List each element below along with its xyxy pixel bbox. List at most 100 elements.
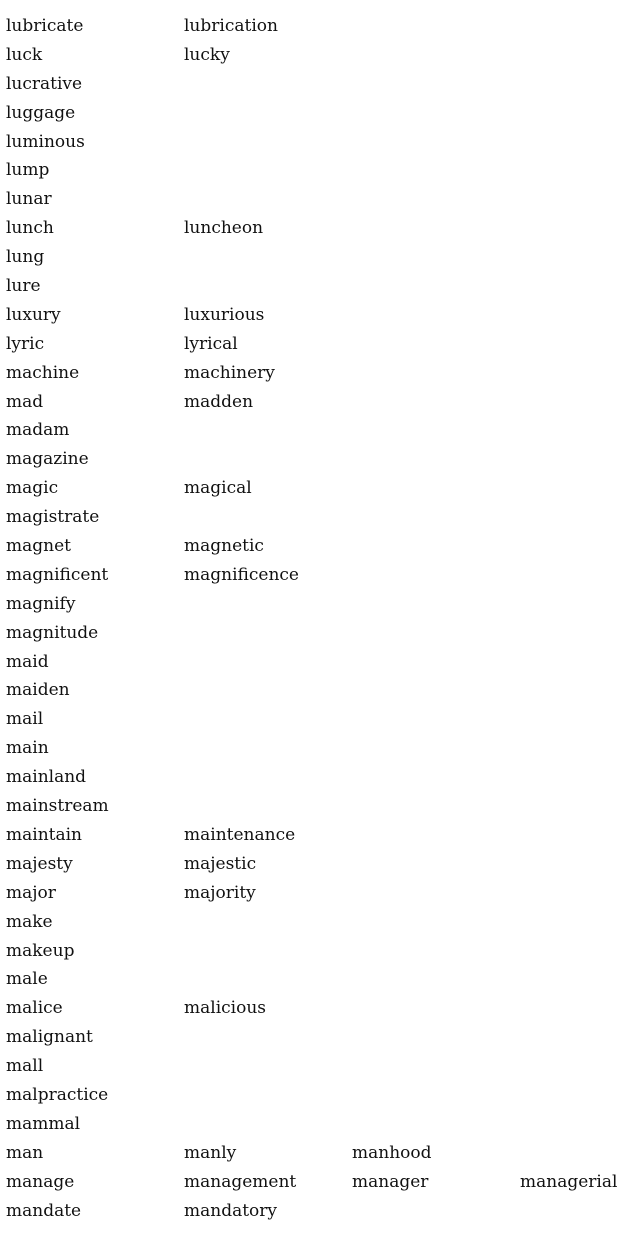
headword: make	[6, 911, 53, 932]
headword: magnificent	[6, 564, 109, 585]
derived-word: magical	[184, 478, 252, 499]
headword: mall	[6, 1056, 44, 1077]
derived-word: lyrical	[184, 333, 238, 354]
headword: magnitude	[6, 622, 99, 643]
headword: mad	[6, 391, 44, 412]
word-row: main	[6, 734, 630, 763]
headword: mammal	[6, 1113, 81, 1134]
headword: magnify	[6, 593, 76, 614]
word-row: makeup	[6, 937, 630, 966]
derived-word: manhood	[352, 1142, 432, 1163]
headword: makeup	[6, 940, 75, 961]
word-row: magic magical	[6, 474, 630, 503]
derived-word: magnetic	[184, 536, 264, 557]
headword: maintain	[6, 824, 82, 845]
word-row: man manly manhood	[6, 1139, 630, 1168]
word-row: mail	[6, 705, 630, 734]
word-row: lubricate lubrication	[6, 12, 630, 41]
word-row: lucrative	[6, 70, 630, 99]
derived-word: manly	[184, 1142, 237, 1163]
derived-word: malicious	[184, 998, 266, 1019]
headword: major	[6, 882, 56, 903]
derived-word: managerial	[520, 1171, 618, 1192]
word-row: luck lucky	[6, 41, 630, 70]
word-row: lunch luncheon	[6, 214, 630, 243]
headword: lure	[6, 276, 41, 297]
headword: mainland	[6, 767, 87, 788]
headword: manage	[6, 1171, 75, 1192]
word-row: mainstream	[6, 792, 630, 821]
headword: lucrative	[6, 73, 83, 94]
word-row: maid	[6, 648, 630, 677]
derived-word: majority	[184, 882, 256, 903]
word-row: madam	[6, 416, 630, 445]
derived-word: machinery	[184, 362, 275, 383]
word-row: malignant	[6, 1023, 630, 1052]
derived-word: lucky	[184, 44, 230, 65]
derived-word: luncheon	[184, 218, 264, 239]
headword: luxury	[6, 304, 61, 325]
word-row: luggage	[6, 99, 630, 128]
word-row: mall	[6, 1052, 630, 1081]
headword: magazine	[6, 449, 89, 470]
headword: mainstream	[6, 796, 109, 817]
word-row: manage management manager managerial	[6, 1168, 630, 1197]
word-row: lump	[6, 156, 630, 185]
word-row: lure	[6, 272, 630, 301]
headword: maid	[6, 651, 49, 672]
word-row: male	[6, 965, 630, 994]
headword: male	[6, 969, 48, 990]
word-row: magistrate	[6, 503, 630, 532]
headword: luminous	[6, 131, 85, 152]
word-row: luxury luxurious	[6, 301, 630, 330]
derived-word: luxurious	[184, 304, 265, 325]
headword: majesty	[6, 853, 73, 874]
headword: malpractice	[6, 1084, 109, 1105]
headword: lunch	[6, 218, 54, 239]
headword: magnet	[6, 536, 71, 557]
word-row: machine machinery	[6, 359, 630, 388]
word-row: magnificent magnificence	[6, 561, 630, 590]
headword: luck	[6, 44, 43, 65]
headword: malice	[6, 998, 63, 1019]
word-row: major majority	[6, 879, 630, 908]
headword: lunar	[6, 189, 52, 210]
headword: magic	[6, 478, 59, 499]
word-row: mammal	[6, 1110, 630, 1139]
derived-word: magnificence	[184, 564, 299, 585]
derived-word: madden	[184, 391, 254, 412]
derived-word: maintenance	[184, 824, 296, 845]
word-row: mainland	[6, 763, 630, 792]
word-row: magazine	[6, 445, 630, 474]
headword: mandate	[6, 1200, 82, 1221]
word-row: maiden	[6, 676, 630, 705]
derived-word: majestic	[184, 853, 257, 874]
derived-word: management	[184, 1171, 297, 1192]
headword: main	[6, 738, 49, 759]
headword: lump	[6, 160, 50, 181]
headword: luggage	[6, 102, 76, 123]
word-row: maintain maintenance	[6, 821, 630, 850]
derived-word: mandatory	[184, 1200, 278, 1221]
headword: maiden	[6, 680, 70, 701]
word-row: magnitude	[6, 619, 630, 648]
word-row: malpractice	[6, 1081, 630, 1110]
headword: lyric	[6, 333, 45, 354]
word-row: majesty majestic	[6, 850, 630, 879]
word-row: lyric lyrical	[6, 330, 630, 359]
headword: man	[6, 1142, 44, 1163]
headword: machine	[6, 362, 80, 383]
headword: lung	[6, 247, 45, 268]
headword: malignant	[6, 1027, 93, 1048]
word-row: lung	[6, 243, 630, 272]
word-list: lubricate lubrication luck lucky lucrative lu…	[6, 12, 630, 1225]
headword: madam	[6, 420, 70, 441]
word-row: mandate mandatory	[6, 1197, 630, 1226]
headword: lubricate	[6, 16, 84, 36]
word-row: mad madden	[6, 388, 630, 417]
derived-word: lubrication	[184, 16, 278, 36]
word-row: lunar	[6, 185, 630, 214]
word-row: luminous	[6, 128, 630, 157]
word-row: magnify	[6, 590, 630, 619]
derived-word: manager	[352, 1171, 429, 1192]
